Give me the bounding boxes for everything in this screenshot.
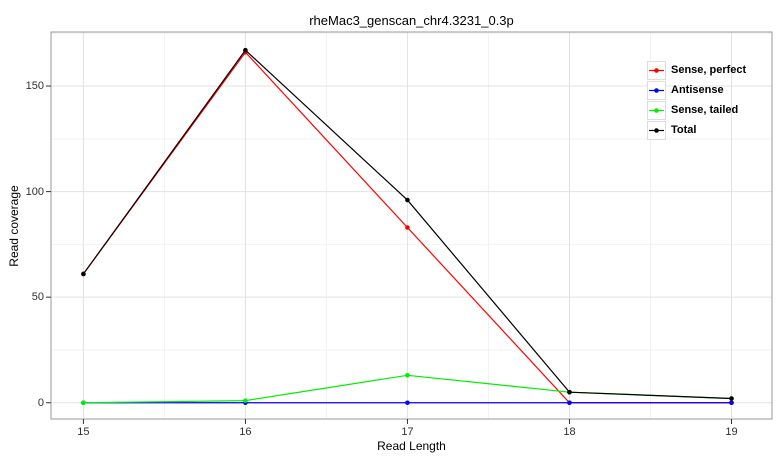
legend-entry-total: Total: [647, 120, 746, 140]
legend-key-glyph: [649, 107, 664, 113]
legend-key-icon: [647, 60, 666, 80]
legend-key-dot: [654, 87, 659, 93]
legend: Sense, perfect Antisense Sense, tailed Tota…: [647, 60, 746, 140]
legend-key-icon: [647, 120, 666, 140]
data-point-sense-perfect: [405, 225, 410, 230]
legend-key-glyph: [649, 127, 664, 133]
data-point-sense-tailed: [405, 372, 410, 378]
y-tick-label: 50: [31, 291, 44, 304]
data-point-total: [567, 389, 572, 395]
legend-key-dot: [654, 107, 659, 113]
y-tick-label: 100: [25, 185, 44, 198]
legend-key-glyph: [649, 87, 664, 93]
legend-key-icon: [647, 80, 666, 100]
legend-key-glyph: [649, 67, 664, 73]
data-point-total: [729, 396, 734, 401]
data-point-total: [81, 271, 86, 277]
legend-key-icon: [647, 100, 666, 120]
legend-label: Antisense: [671, 84, 724, 96]
legend-label: Sense, tailed: [671, 104, 739, 116]
data-point-sense-tailed: [81, 400, 86, 406]
x-tick-label: 19: [725, 426, 738, 438]
x-tick-label: 17: [401, 426, 414, 438]
panel-border: [50, 31, 773, 420]
y-tick-label: 0: [37, 396, 44, 409]
x-tick-label: 15: [77, 426, 90, 438]
data-point-total: [243, 47, 248, 53]
x-tick-label: 18: [563, 426, 576, 438]
legend-entry-sense-perfect: Sense, perfect: [647, 60, 746, 80]
legend-label: Total: [671, 124, 697, 136]
data-point-antisense: [729, 400, 734, 406]
legend-entry-sense-tailed: Sense, tailed: [647, 100, 746, 120]
data-point-antisense: [567, 400, 572, 406]
data-point-sense-tailed: [243, 398, 248, 403]
data-point-total: [405, 197, 410, 203]
legend-entry-antisense: Antisense: [647, 80, 746, 100]
chart-title: rheMac3_genscan_chr4.3231_0.3p: [309, 13, 514, 28]
x-tick-label: 16: [239, 426, 252, 438]
legend-label: Sense, perfect: [671, 64, 747, 76]
x-axis-label: Read Length: [377, 439, 446, 453]
data-point-antisense: [405, 400, 410, 406]
legend-key-dot: [654, 67, 659, 73]
legend-key-dot: [654, 127, 659, 133]
y-tick-label: 150: [25, 80, 44, 93]
